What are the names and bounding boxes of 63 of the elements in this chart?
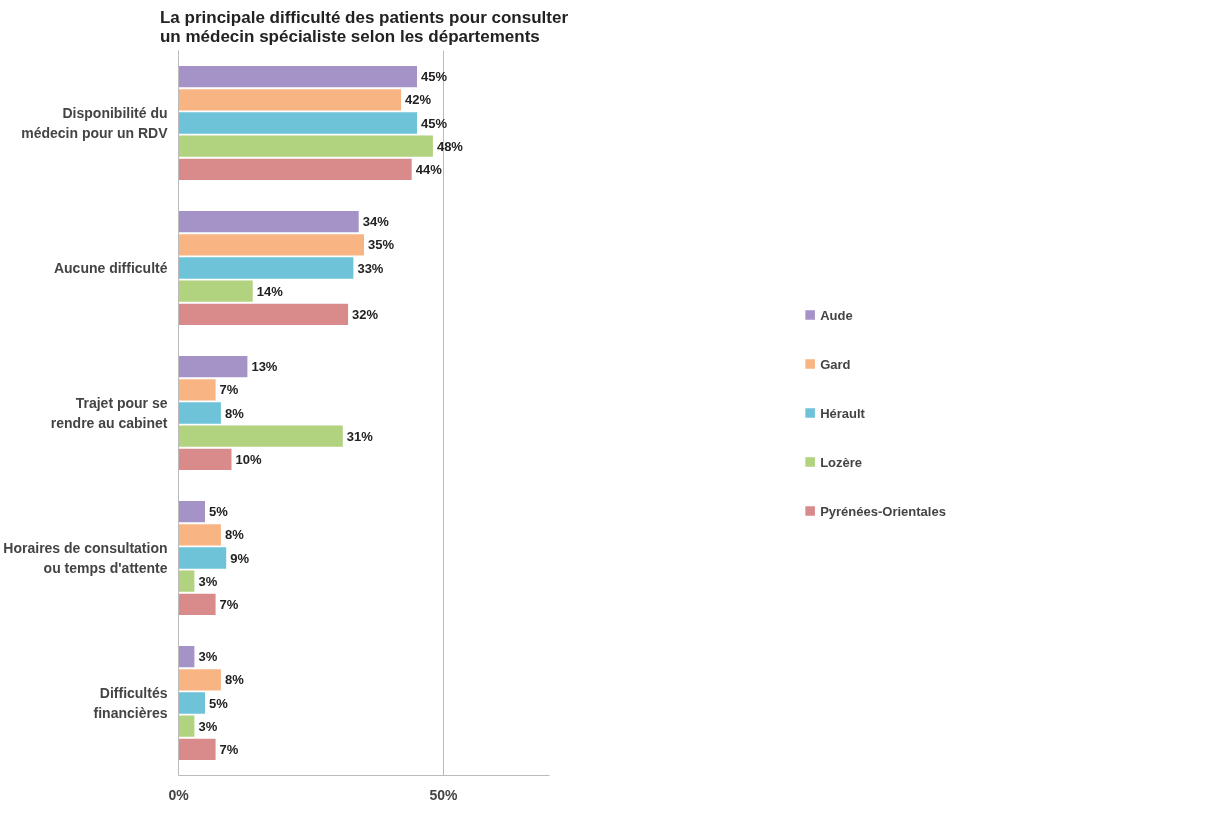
data-label: 32% <box>352 306 379 322</box>
bar <box>178 425 343 447</box>
data-label: 42% <box>405 92 432 108</box>
data-label: 8% <box>224 672 245 688</box>
bar <box>178 379 216 401</box>
data-label: 7% <box>219 741 239 757</box>
bar <box>178 715 195 737</box>
data-label: 5% <box>209 695 229 711</box>
data-label: 14% <box>256 283 284 299</box>
bar <box>178 355 248 378</box>
bar <box>178 547 227 569</box>
legend-label: Pyrénées-Orientales <box>820 503 946 518</box>
legend-label: Lozère <box>820 454 863 469</box>
legend-label: Hérault <box>820 405 865 420</box>
data-label: 8% <box>224 527 245 543</box>
bar <box>178 570 195 592</box>
bar <box>178 500 205 523</box>
data-label: 8% <box>224 405 245 421</box>
bar <box>178 112 417 134</box>
bar <box>178 234 364 256</box>
bar <box>178 303 349 326</box>
data-label: 3% <box>198 649 218 665</box>
bar <box>178 402 221 424</box>
y-tick-label: Horaires de consultation ou temps d'attente <box>3 540 168 576</box>
bar <box>178 593 216 616</box>
chart-title: La principale difficulté des patients pour consulter un médecin spécialiste selon les départements <box>159 7 569 46</box>
data-label: 10% <box>235 451 262 467</box>
bar <box>178 448 232 471</box>
bar <box>178 280 253 302</box>
y-tick-label: Disponibilité du médecin pour un RDV <box>21 105 169 141</box>
y-tick-label: Difficultés financières <box>93 685 168 721</box>
bar <box>178 738 216 761</box>
bar <box>178 524 221 546</box>
bar <box>178 89 402 111</box>
data-label: 13% <box>251 359 278 375</box>
bar <box>178 669 221 691</box>
data-label: 3% <box>198 718 218 734</box>
data-label: 7% <box>219 596 239 612</box>
bar <box>178 135 433 157</box>
data-label: 9% <box>230 550 250 566</box>
data-label: 48% <box>436 138 464 154</box>
y-tick-label: Trajet pour se rendre au cabinet <box>50 395 168 431</box>
legend-label: Aude <box>820 307 853 322</box>
x-tick-label: 50% <box>429 786 459 803</box>
bar <box>178 210 359 233</box>
y-tick-label: Aucune difficulté <box>53 260 168 276</box>
data-label: 45% <box>421 115 448 131</box>
data-label: 35% <box>368 237 395 253</box>
data-label: 45% <box>421 69 448 85</box>
data-label: 31% <box>346 428 374 444</box>
data-label: 44% <box>415 161 443 177</box>
bar <box>178 158 412 181</box>
bar <box>178 645 195 668</box>
data-label: 3% <box>198 573 218 589</box>
bar <box>178 65 417 88</box>
bar <box>178 257 354 279</box>
legend-label: Gard <box>820 356 851 371</box>
data-label: 33% <box>357 260 384 276</box>
bar <box>178 692 205 714</box>
data-label: 7% <box>219 382 239 398</box>
data-label: 5% <box>209 504 229 520</box>
data-label: 34% <box>362 214 390 230</box>
x-tick-label: 0% <box>168 786 190 803</box>
